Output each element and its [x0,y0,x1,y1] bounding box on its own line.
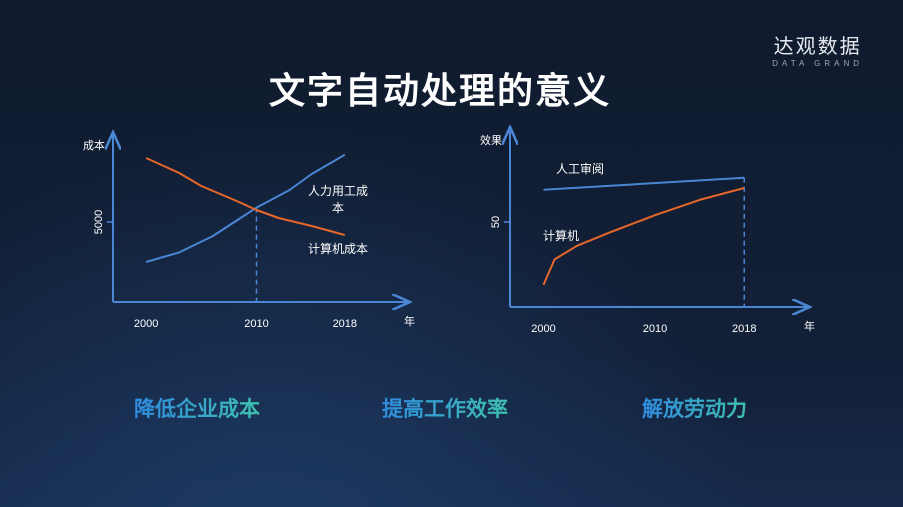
y-axis-label: 效果 [480,133,502,147]
benefit: 提高工作效率 [382,393,508,423]
x-axis-label: 年 [804,319,815,333]
logo-subtitle: DATA GRAND [772,59,863,68]
x-tick-label: 2000 [134,318,158,330]
x-tick-label: 2010 [244,318,268,330]
series-label: 计算机成本 [308,242,369,256]
series-line [543,176,745,191]
series-label: 计算机 [543,229,580,243]
series-line [145,153,346,263]
benefit: 降低企业成本 [134,393,260,423]
series-label: 人工审阅 [556,162,605,176]
y-tick-label: 5000 [93,210,105,234]
x-tick-label: 2000 [531,323,555,335]
logo: 达观数据 DATA GRAND [772,30,863,68]
series-line [542,187,745,286]
x-axis-label: 年 [404,314,415,328]
x-tick-label: 2010 [643,323,667,335]
y-axis-label: 成本 [83,138,105,152]
logo-name: 达观数据 [773,36,862,58]
x-tick-label: 2018 [333,318,357,330]
series-line [145,157,346,236]
benefit: 解放劳动力 [642,393,747,423]
slide-title: 文字自动处理的意义 [268,70,611,111]
series-label: 人力用工成本 [307,184,368,215]
y-tick-label: 50 [490,216,502,228]
x-tick-label: 2018 [732,323,756,335]
